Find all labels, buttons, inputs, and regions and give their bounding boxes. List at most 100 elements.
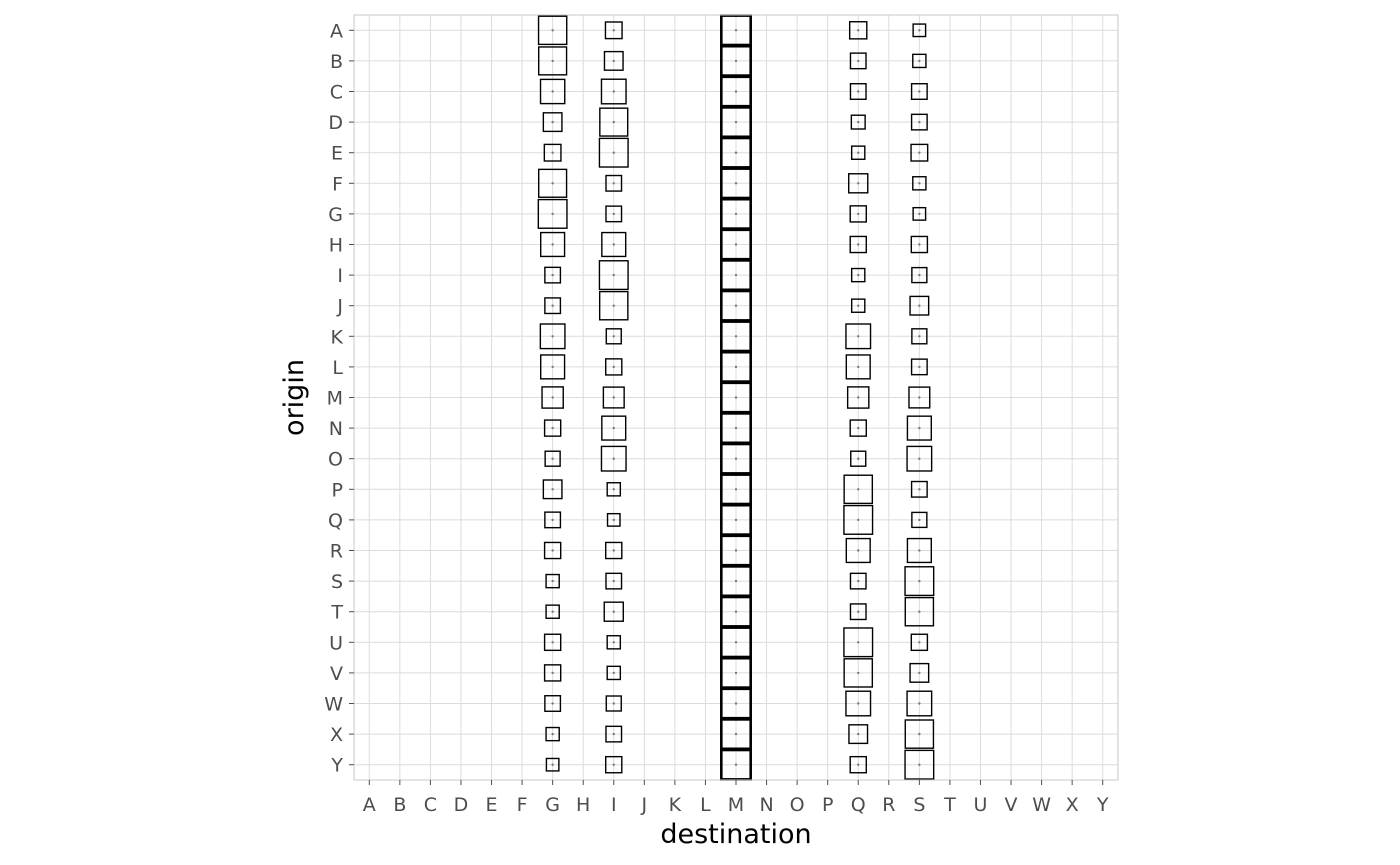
cell-center-H-I xyxy=(612,243,615,246)
cell-H-Q xyxy=(849,235,867,254)
x-tick-label-F: F xyxy=(517,794,528,816)
cell-center-M-S xyxy=(918,396,921,399)
cell-squares xyxy=(537,14,935,781)
cell-Y-I xyxy=(605,755,623,774)
cell-D-G xyxy=(542,112,563,133)
cell-center-C-S xyxy=(918,90,921,93)
cell-V-G xyxy=(543,664,562,682)
cell-center-D-I xyxy=(612,120,615,124)
cell-center-M-Q xyxy=(857,396,860,399)
y-tick-label-G: G xyxy=(328,204,343,226)
cell-S-Q xyxy=(849,572,867,590)
cell-C-G xyxy=(539,78,566,105)
cell-A-Q xyxy=(848,21,868,40)
cell-center-D-M xyxy=(734,120,738,124)
cell-center-Y-I xyxy=(612,763,615,766)
cell-B-S xyxy=(912,53,927,69)
cell-O-Q xyxy=(850,450,867,467)
cell-G-G xyxy=(537,198,568,229)
x-tick-label-A: A xyxy=(363,794,376,816)
cell-P-Q xyxy=(843,474,874,505)
cell-O-S xyxy=(906,445,933,472)
cell-center-Y-Q xyxy=(857,763,860,766)
cell-C-S xyxy=(910,83,928,100)
cell-M-G xyxy=(541,386,564,409)
cell-W-I xyxy=(605,695,622,712)
cell-center-E-G xyxy=(551,151,554,154)
x-tick-label-H: H xyxy=(576,794,590,816)
x-tick-label-Q: Q xyxy=(851,794,866,816)
x-tick-label-B: B xyxy=(393,794,406,816)
cell-center-O-G xyxy=(551,457,554,460)
y-tick-label-F: F xyxy=(332,173,343,195)
cell-E-S xyxy=(910,143,929,162)
y-tick-label-N: N xyxy=(329,418,343,440)
cell-P-G xyxy=(542,479,563,500)
cell-T-G xyxy=(545,604,560,619)
cell-center-J-S xyxy=(918,304,921,307)
cell-center-I-G xyxy=(551,273,554,277)
y-tick-label-U: U xyxy=(329,632,343,654)
cell-J-I xyxy=(598,290,629,321)
cell-D-S xyxy=(910,113,928,131)
cell-center-H-G xyxy=(551,243,554,246)
cell-center-H-Q xyxy=(857,243,860,246)
x-tick-label-L: L xyxy=(700,794,711,816)
cell-U-G xyxy=(543,633,562,652)
cell-center-U-S xyxy=(918,641,921,644)
cell-center-I-S xyxy=(918,273,921,277)
cell-V-S xyxy=(909,662,930,683)
cell-center-V-Q xyxy=(857,671,860,675)
y-tick-label-A: A xyxy=(330,20,343,42)
cell-center-P-S xyxy=(918,488,921,491)
cell-F-Q xyxy=(848,173,869,194)
cell-center-A-M xyxy=(734,29,738,32)
x-tick-label-Y: Y xyxy=(1096,794,1109,816)
cell-F-I xyxy=(605,174,623,192)
cell-O-I xyxy=(600,445,627,472)
cell-center-Q-G xyxy=(551,518,554,522)
cell-K-Q xyxy=(845,323,872,350)
cell-center-T-M xyxy=(734,610,738,613)
cell-H-G xyxy=(540,231,566,258)
cell-K-S xyxy=(911,328,928,345)
cell-center-E-I xyxy=(612,151,615,154)
cell-center-S-S xyxy=(918,579,921,583)
cell-center-K-S xyxy=(918,335,921,338)
cell-M-Q xyxy=(846,386,870,409)
cell-C-Q xyxy=(849,83,867,100)
cell-center-E-M xyxy=(734,151,738,154)
cell-L-S xyxy=(910,358,928,376)
cell-center-N-I xyxy=(612,426,615,430)
cell-center-C-I xyxy=(612,90,615,93)
cell-center-S-Q xyxy=(857,579,860,583)
cell-W-Q xyxy=(845,690,872,717)
cell-center-O-M xyxy=(734,457,738,460)
y-tick-label-V: V xyxy=(330,663,343,685)
cell-center-M-M xyxy=(734,396,738,399)
cell-center-T-S xyxy=(918,610,921,613)
cell-N-S xyxy=(906,415,932,441)
cell-D-Q xyxy=(850,114,866,130)
cell-center-X-G xyxy=(551,732,554,736)
cell-Q-I xyxy=(606,512,621,527)
x-tick-label-U: U xyxy=(974,794,988,816)
cell-center-H-M xyxy=(734,243,738,246)
cell-center-X-Q xyxy=(857,732,860,736)
cell-center-Y-M xyxy=(734,763,738,766)
x-tick-label-N: N xyxy=(759,794,773,816)
x-tick-label-D: D xyxy=(454,794,469,816)
cell-center-F-M xyxy=(734,182,738,185)
cell-J-G xyxy=(544,297,562,315)
cell-H-S xyxy=(910,235,929,254)
cell-center-R-S xyxy=(918,549,921,552)
cell-V-Q xyxy=(843,658,874,688)
x-tick-label-R: R xyxy=(882,794,895,816)
cell-F-S xyxy=(912,176,927,191)
cell-center-P-M xyxy=(734,488,738,491)
cell-center-R-M xyxy=(734,549,738,552)
cell-center-V-I xyxy=(612,671,615,675)
cell-D-I xyxy=(599,107,629,137)
